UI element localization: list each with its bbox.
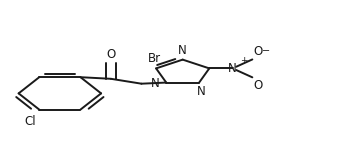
Text: Br: Br (148, 52, 161, 65)
Text: N: N (197, 85, 205, 99)
Text: O: O (254, 79, 263, 92)
Text: O: O (254, 45, 263, 58)
Text: O: O (106, 48, 116, 61)
Text: N: N (178, 44, 187, 57)
Text: N: N (228, 62, 237, 75)
Text: −: − (262, 46, 270, 56)
Text: N: N (151, 77, 160, 90)
Text: +: + (240, 56, 248, 65)
Text: Cl: Cl (24, 115, 36, 128)
